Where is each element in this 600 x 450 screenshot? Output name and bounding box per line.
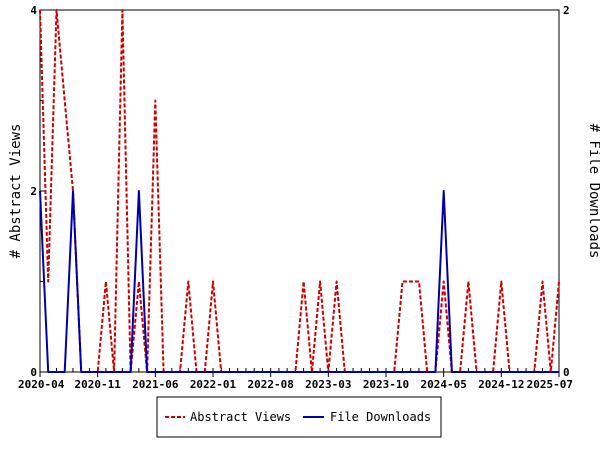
series-layer [39, 9, 560, 373]
y-right-tick-label: 0 [563, 366, 570, 379]
x-tick-label: 2024-05 [420, 378, 466, 391]
x-tick-label: 2023-03 [305, 378, 351, 391]
y-left-tick-label: 0 [30, 366, 37, 379]
series-line-abstract-views [39, 9, 560, 373]
x-tick-label: 2025-07 [527, 378, 573, 391]
y-right-tick-label: 2 [563, 4, 570, 17]
legend-box [156, 396, 442, 438]
x-tick-label: 2020-04 [18, 378, 65, 391]
legend-label-abstract-views: Abstract Views [190, 410, 291, 424]
legend-label-file-downloads: File Downloads [330, 410, 431, 424]
x-tick-label: 2024-12 [478, 378, 524, 391]
legend: Abstract Views File Downloads [156, 396, 442, 438]
y-axis-right-title: # File Downloads [586, 124, 600, 259]
y-left-tick-label: 2 [30, 185, 37, 198]
x-tick-label: 2022-01 [190, 378, 237, 391]
y-axis-left-title: # Abstract Views [8, 124, 24, 259]
x-tick-label: 2021-06 [132, 378, 179, 391]
series-line-file-downloads [39, 190, 559, 373]
x-tick-label: 2022-08 [247, 378, 293, 391]
x-axis: 2020-04 2020-11 2021-06 2022-01 2022-08 2023-… [18, 368, 573, 391]
x-tick-label: 2020-11 [74, 378, 121, 391]
x-tick-label: 2023-10 [363, 378, 409, 391]
y-left-tick-label: 4 [30, 4, 37, 17]
